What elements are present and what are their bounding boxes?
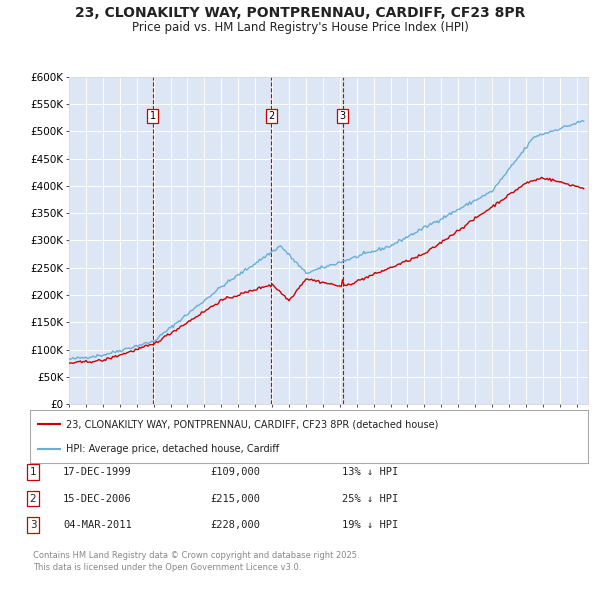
Text: 3: 3 bbox=[29, 520, 37, 530]
Text: HPI: Average price, detached house, Cardiff: HPI: Average price, detached house, Card… bbox=[66, 444, 280, 454]
Text: £228,000: £228,000 bbox=[210, 520, 260, 530]
Text: £215,000: £215,000 bbox=[210, 494, 260, 503]
Text: Contains HM Land Registry data © Crown copyright and database right 2025.: Contains HM Land Registry data © Crown c… bbox=[33, 552, 359, 560]
Text: 23, CLONAKILTY WAY, PONTPRENNAU, CARDIFF, CF23 8PR (detached house): 23, CLONAKILTY WAY, PONTPRENNAU, CARDIFF… bbox=[66, 419, 439, 430]
Text: Price paid vs. HM Land Registry's House Price Index (HPI): Price paid vs. HM Land Registry's House … bbox=[131, 21, 469, 34]
Text: This data is licensed under the Open Government Licence v3.0.: This data is licensed under the Open Gov… bbox=[33, 563, 301, 572]
Text: 1: 1 bbox=[150, 111, 156, 121]
Text: 04-MAR-2011: 04-MAR-2011 bbox=[63, 520, 132, 530]
Text: £109,000: £109,000 bbox=[210, 467, 260, 477]
Text: 3: 3 bbox=[340, 111, 346, 121]
Text: 1: 1 bbox=[29, 467, 37, 477]
Text: 25% ↓ HPI: 25% ↓ HPI bbox=[342, 494, 398, 503]
Text: 13% ↓ HPI: 13% ↓ HPI bbox=[342, 467, 398, 477]
Text: 19% ↓ HPI: 19% ↓ HPI bbox=[342, 520, 398, 530]
Text: 2: 2 bbox=[29, 494, 37, 503]
Text: 23, CLONAKILTY WAY, PONTPRENNAU, CARDIFF, CF23 8PR: 23, CLONAKILTY WAY, PONTPRENNAU, CARDIFF… bbox=[75, 6, 525, 20]
Text: 15-DEC-2006: 15-DEC-2006 bbox=[63, 494, 132, 503]
Text: 2: 2 bbox=[268, 111, 274, 121]
Text: 17-DEC-1999: 17-DEC-1999 bbox=[63, 467, 132, 477]
